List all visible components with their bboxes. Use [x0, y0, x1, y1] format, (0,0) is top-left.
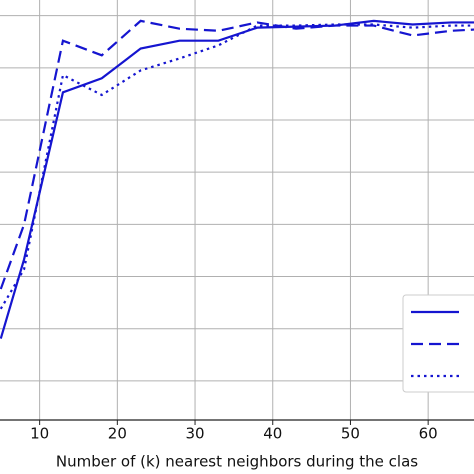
series-line: [0, 23, 474, 310]
x-tick-label: 30: [185, 425, 204, 443]
grid: [0, 0, 474, 420]
series-line: [0, 19, 474, 290]
lines: [0, 19, 474, 339]
series-line: [0, 19, 474, 339]
x-tick-label: 60: [419, 425, 438, 443]
x-axis-label: Number of (k) nearest neighbors during t…: [56, 453, 418, 471]
plot-area: [0, 0, 474, 420]
x-tick-label: 50: [341, 425, 360, 443]
x-tick-label: 40: [263, 425, 282, 443]
legend: [402, 294, 474, 393]
x-tick-label: 10: [30, 425, 49, 443]
x-tick-label: 20: [108, 425, 127, 443]
